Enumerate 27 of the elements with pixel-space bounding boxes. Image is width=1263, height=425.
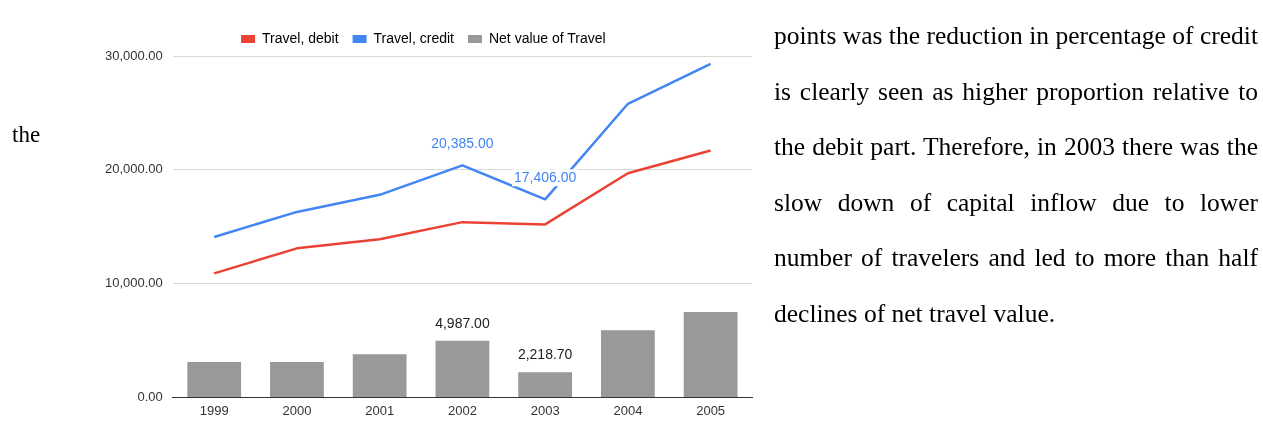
text: the — [12, 122, 41, 148]
bar — [270, 362, 324, 397]
bar — [435, 340, 490, 397]
x-tick-label: 1999 — [199, 402, 229, 418]
x-tick-label: 2003 — [530, 402, 560, 418]
data-label: 20,385.00 — [431, 135, 494, 152]
x-tick-label: 2001 — [365, 402, 395, 418]
bar — [683, 312, 738, 397]
legend-label: Travel, debit — [262, 29, 339, 46]
x-tick-label: 2005 — [696, 402, 726, 418]
y-tick-label: 30,000.00 — [104, 47, 163, 63]
y-tick-label: 10,000.00 — [104, 275, 163, 291]
data-label: 17,406.00 — [514, 169, 577, 186]
x-tick-label: 2004 — [613, 402, 643, 418]
bar — [352, 354, 407, 397]
bar — [187, 362, 242, 397]
data-label: 4,987.00 — [435, 314, 490, 331]
legend-label: Travel, credit — [373, 29, 455, 46]
bar — [601, 330, 655, 397]
text: points was the reduction in percentage of credit is clearly seen as higher proportion relative to the debit part. Therefore, in 2003 there was the slow down of capital inflow due to lower number of travelers and led to more than half declines of net travel value. — [774, 20, 1258, 330]
y-tick-label: 0.00 — [137, 388, 163, 404]
y-tick-label: 20,000.00 — [104, 161, 163, 177]
x-tick-label: 2002 — [447, 402, 477, 418]
bar — [518, 372, 573, 397]
legend-label: Net value of Travel — [488, 29, 606, 46]
x-tick-label: 2000 — [282, 402, 312, 418]
data-label: 2,218.70 — [517, 346, 573, 363]
